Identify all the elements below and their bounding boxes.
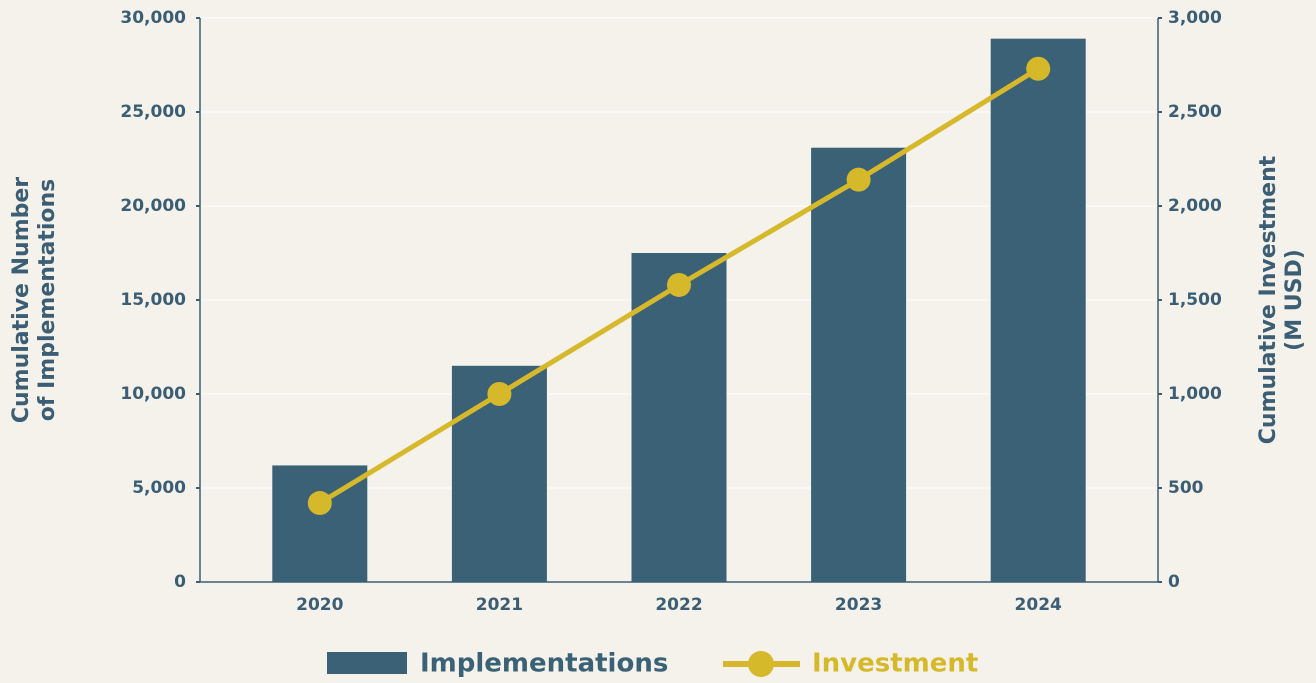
y2-axis-title-line: Cumulative Investment [1256,155,1281,444]
line-point [846,167,871,192]
y-tick-label: 10,000 [120,384,186,404]
x-tick-label: 2024 [1015,595,1062,615]
x-tick-label: 2020 [296,595,343,615]
y2-axis-title: Cumulative Investment(M USD) [1256,155,1307,444]
legend-label: Investment [812,649,978,679]
line-point [307,491,332,516]
y-tick-label: 0 [174,572,186,592]
bar [631,253,727,582]
y-tick-label: 20,000 [120,196,186,216]
legend-swatch [327,652,407,674]
y-tick-label: 25,000 [120,102,186,122]
y-tick-label: 30,000 [120,8,186,28]
y2-tick-label: 2,500 [1168,102,1222,122]
y2-tick-label: 0 [1168,572,1180,592]
y-axis-title: Cumulative Numberof Implementations [9,177,60,423]
y2-tick-label: 500 [1168,478,1204,498]
y-axis-title-line: of Implementations [35,179,60,421]
x-tick-label: 2023 [835,595,882,615]
y2-axis-title-line: (M USD) [1282,249,1307,351]
y2-tick-label: 1,500 [1168,290,1222,310]
x-tick-label: 2022 [655,595,702,615]
y2-tick-label: 2,000 [1168,196,1222,216]
x-tick-label: 2021 [476,595,523,615]
y2-tick-label: 1,000 [1168,384,1222,404]
y-tick-label: 5,000 [132,478,186,498]
bar [811,147,907,582]
bar [990,38,1086,583]
y2-tick-label: 3,000 [1168,8,1222,28]
y-axis-title-line: Cumulative Number [9,177,34,423]
y-tick-label: 15,000 [120,290,186,310]
legend-marker [748,651,774,677]
line-point [667,272,691,297]
line-point [1026,56,1051,81]
line-point [487,382,512,406]
legend-label: Implementations [420,649,668,679]
